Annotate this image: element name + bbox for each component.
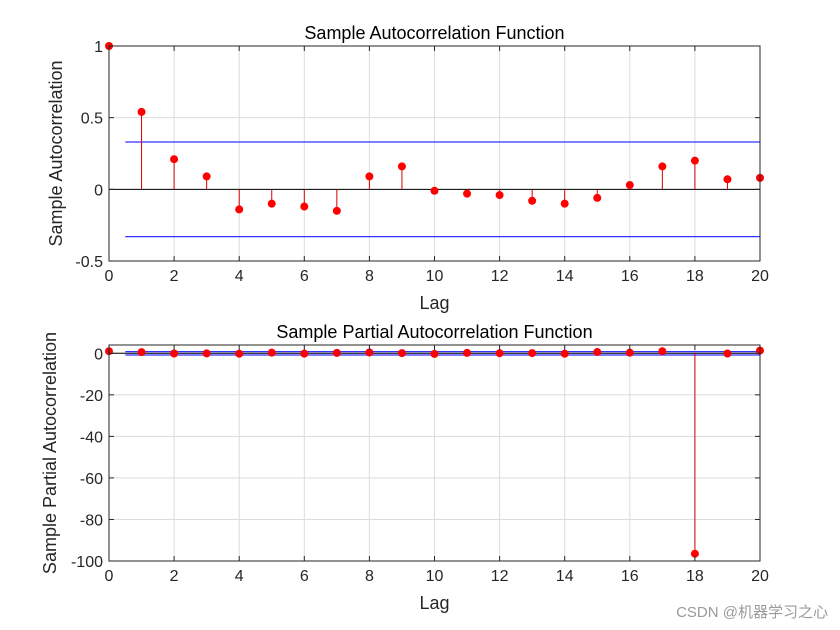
x-tick-label: 20 <box>751 568 769 585</box>
x-tick-label: 8 <box>365 268 374 285</box>
x-tick-label: 16 <box>621 268 639 285</box>
stem-marker <box>170 155 179 164</box>
x-tick-label: 4 <box>235 268 244 285</box>
stem-marker <box>170 349 179 358</box>
x-tick-label: 14 <box>556 268 574 285</box>
stem-marker <box>397 162 406 171</box>
x-tick-label: 2 <box>170 268 179 285</box>
stem-marker <box>528 196 537 205</box>
stem-marker <box>658 347 667 356</box>
stem-marker <box>658 162 667 171</box>
x-tick-label: 10 <box>426 568 444 585</box>
x-tick-label: 4 <box>235 568 244 585</box>
y-tick-label: 0.5 <box>81 111 103 128</box>
stem-marker <box>365 172 374 181</box>
stem-marker <box>723 349 732 358</box>
y-tick-label: -40 <box>80 429 103 446</box>
stem-marker <box>235 205 244 214</box>
y-tick-label: 0 <box>94 182 103 199</box>
chart-title: Sample Autocorrelation Function <box>304 23 564 43</box>
stem-marker <box>463 348 472 357</box>
stem-marker <box>202 349 211 358</box>
x-tick-label: 20 <box>751 268 769 285</box>
watermark: CSDN @机器学习之心 <box>676 604 828 621</box>
y-tick-label: -20 <box>80 388 103 405</box>
stem-marker <box>625 348 634 357</box>
stem-marker <box>397 349 406 358</box>
x-tick-label: 16 <box>621 568 639 585</box>
x-tick-label: 10 <box>426 268 444 285</box>
stem-marker <box>267 199 276 208</box>
stem-marker <box>202 172 211 181</box>
stem-marker <box>560 349 569 358</box>
x-axis-label: Lag <box>419 293 449 313</box>
stem-marker <box>495 191 504 200</box>
y-axis-label: Sample Partial Autocorrelation <box>40 332 60 574</box>
y-axis-label: Sample Autocorrelation <box>46 60 66 246</box>
pacf-plot: 0 2 4 6 8 10 12 14 16 18 20 -100 -80 -60 -40 -20 0 Sample… <box>40 322 769 613</box>
stem-marker <box>593 193 602 202</box>
stem-marker <box>560 199 569 208</box>
x-tick-label: 12 <box>491 268 509 285</box>
stem-marker <box>235 349 244 358</box>
x-tick-label: 6 <box>300 568 309 585</box>
stem-marker <box>137 348 146 357</box>
x-tick-label: 18 <box>686 268 704 285</box>
x-tick-label: 12 <box>491 568 509 585</box>
stem-marker <box>463 189 472 198</box>
stem-marker <box>300 349 309 358</box>
stem-marker <box>690 549 699 558</box>
y-tick-label: -60 <box>80 471 103 488</box>
stem-marker <box>625 181 634 190</box>
y-tick-label: -80 <box>80 512 103 529</box>
stem-marker <box>332 206 341 215</box>
x-axis-label: Lag <box>419 593 449 613</box>
y-tick-label: 1 <box>94 39 103 56</box>
x-tick-label: 14 <box>556 568 574 585</box>
y-tick-label: -100 <box>71 554 103 571</box>
stem-marker <box>332 348 341 357</box>
stem-marker <box>267 348 276 357</box>
y-tick-label: -0.5 <box>75 254 103 271</box>
x-tick-label: 2 <box>170 568 179 585</box>
stem-marker <box>723 175 732 184</box>
chart-title: Sample Partial Autocorrelation Function <box>276 322 592 342</box>
x-tick-label: 0 <box>105 568 114 585</box>
stem-marker <box>690 156 699 165</box>
stem-marker <box>300 202 309 211</box>
x-tick-label: 8 <box>365 568 374 585</box>
stem-marker <box>137 107 146 116</box>
x-tick-label: 18 <box>686 568 704 585</box>
stem-marker <box>593 348 602 357</box>
stem-marker <box>365 348 374 357</box>
stem-marker <box>430 186 439 195</box>
stem-marker <box>528 349 537 358</box>
y-tick-label: 0 <box>94 346 103 363</box>
stem-marker <box>430 349 439 358</box>
x-tick-label: 6 <box>300 268 309 285</box>
stem-marker <box>495 349 504 358</box>
x-tick-label: 0 <box>105 268 114 285</box>
